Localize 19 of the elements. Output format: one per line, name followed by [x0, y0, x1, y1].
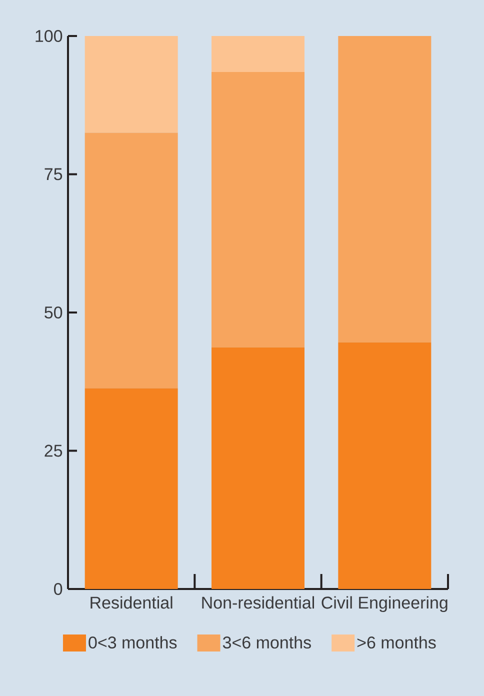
bar: [212, 36, 304, 72]
bar: [84, 388, 178, 589]
bar: [338, 342, 432, 589]
x-tick-label: Non-residential: [202, 596, 314, 609]
bar: [338, 36, 432, 342]
x-tick-label: Residential: [90, 596, 172, 609]
bar: [84, 132, 178, 388]
y-tick-label: 0: [54, 582, 62, 596]
y-tick-label: 50: [44, 306, 62, 319]
bar: [212, 72, 304, 348]
x-tick-label: Civil Engineering: [322, 596, 448, 612]
bar: [212, 347, 304, 589]
y-tick-label: 75: [44, 168, 62, 180]
legend-label: 3<6 months: [222, 636, 311, 649]
y-tick-label: 100: [36, 30, 62, 42]
y-tick-label: 25: [44, 444, 62, 457]
legend-label: >6 months: [357, 636, 436, 649]
bar: [84, 36, 178, 133]
legend-label: 0<3 months: [88, 636, 177, 649]
